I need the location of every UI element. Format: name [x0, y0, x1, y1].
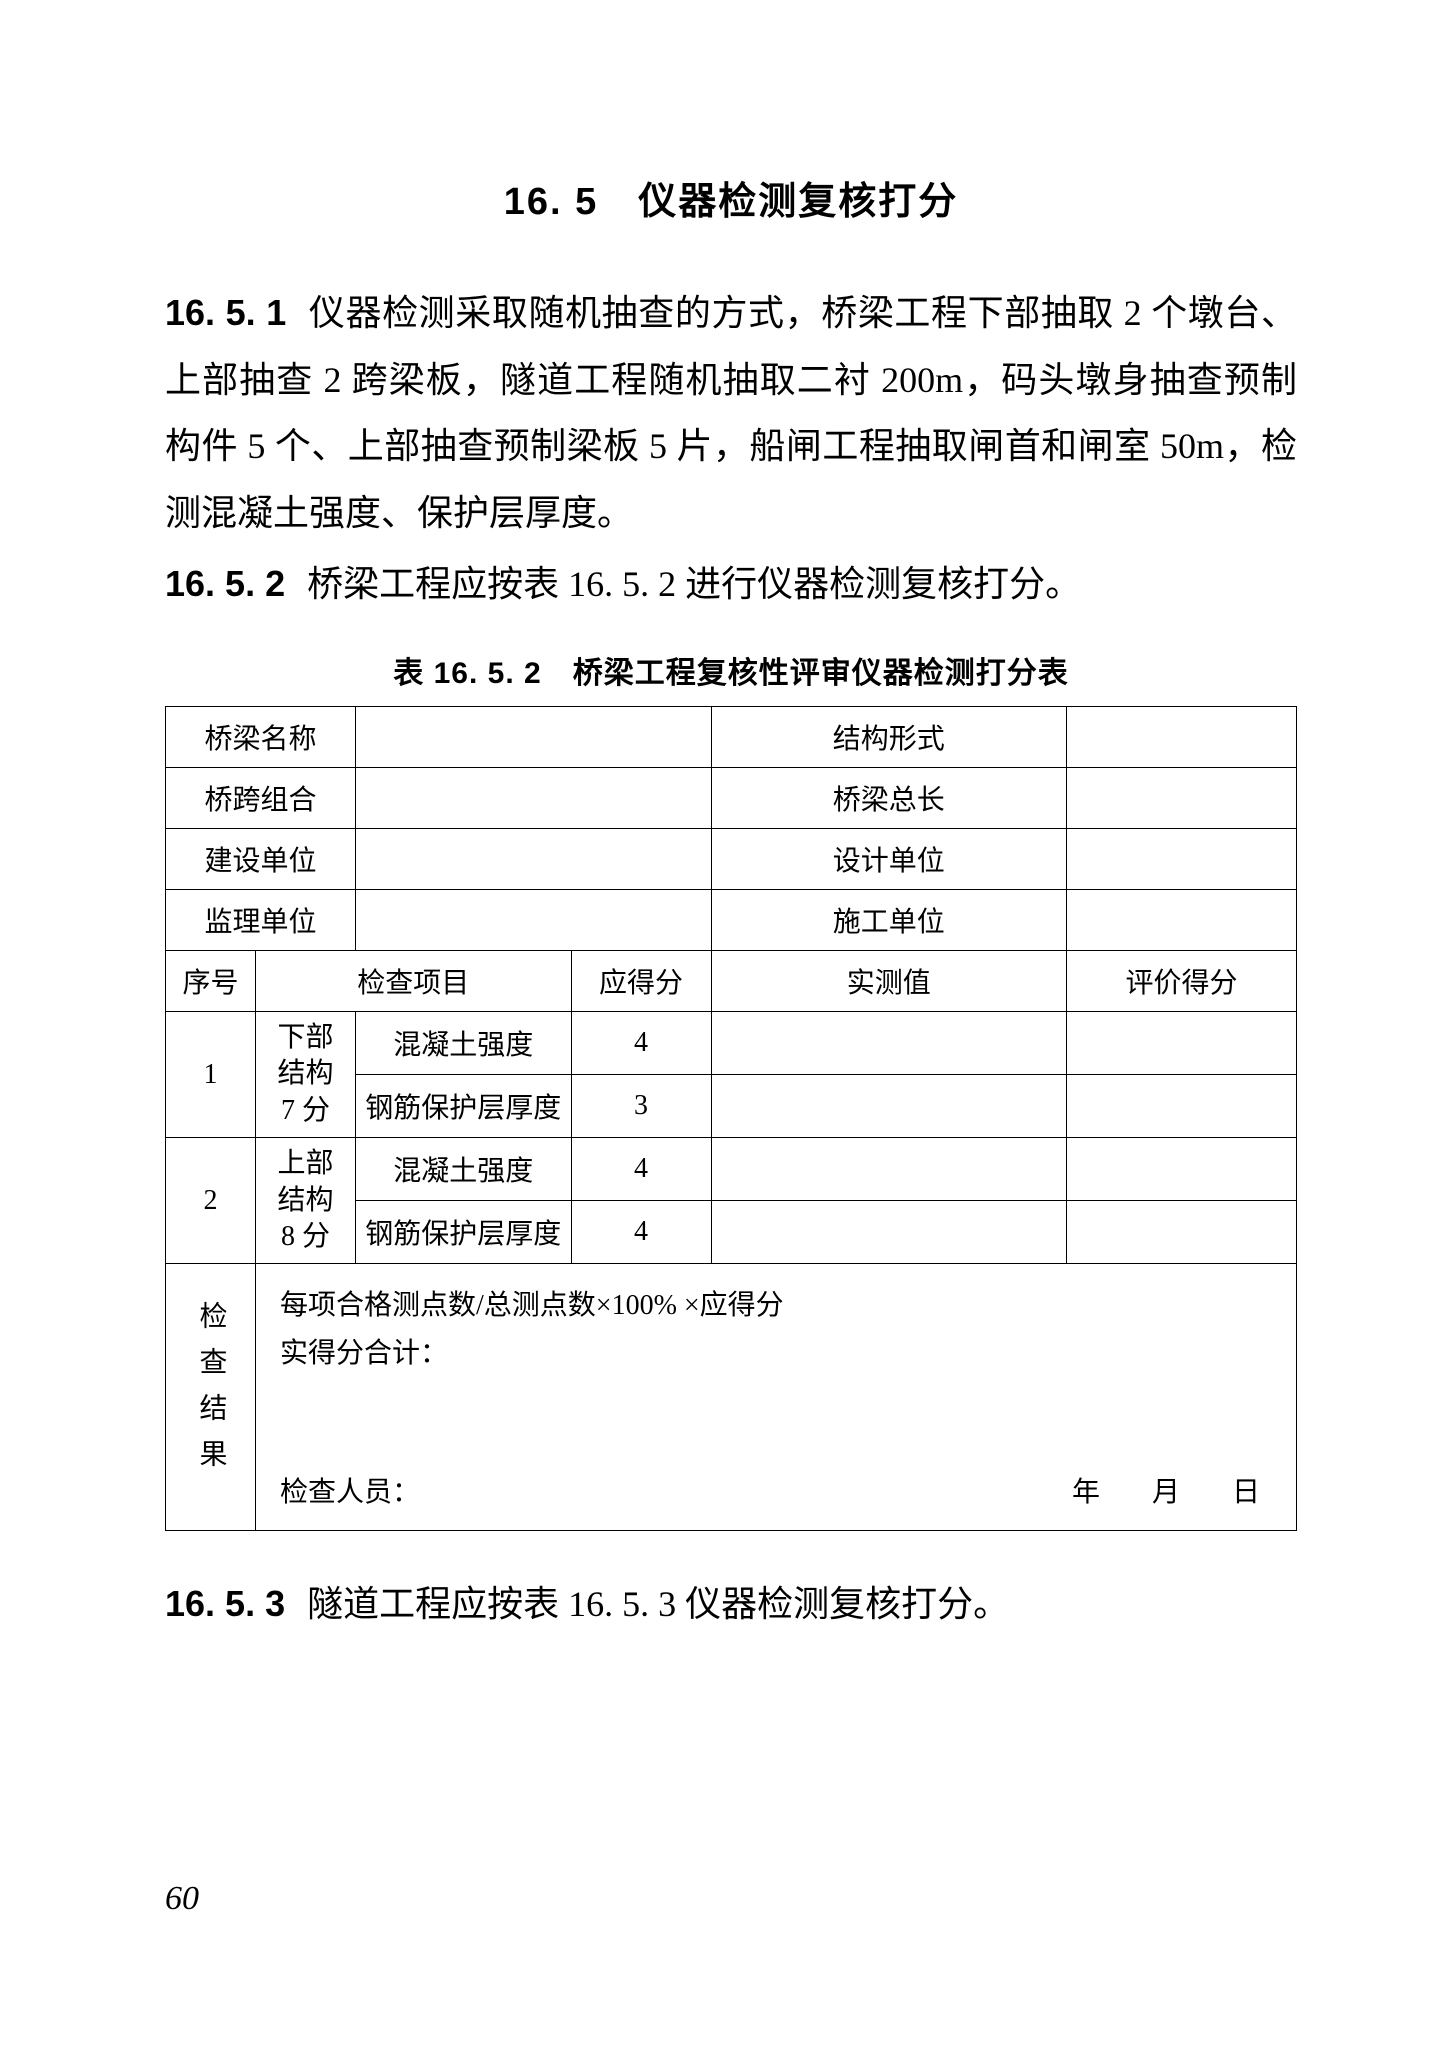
result-formula-line1: 每项合格测点数/总测点数×100% ×应得分: [280, 1290, 784, 1321]
info-label: 设计单位: [711, 828, 1067, 889]
para-number: 16. 5. 1: [165, 292, 286, 333]
page-number: 60: [165, 1880, 199, 1918]
info-row: 监理单位 施工单位: [166, 889, 1297, 950]
item-cell: 钢筋保护层厚度: [356, 1201, 572, 1264]
inspector-label: 检查人员：: [280, 1477, 420, 1508]
para-text: 桥梁工程应按表 16. 5. 2 进行仪器检测复核打分。: [307, 564, 1081, 604]
info-label: 桥跨组合: [166, 767, 356, 828]
info-label: 桥梁名称: [166, 706, 356, 767]
eval-cell: [1067, 1138, 1297, 1201]
info-value: [356, 889, 712, 950]
info-value: [356, 767, 712, 828]
eval-cell: [1067, 1011, 1297, 1074]
due-cell: 3: [571, 1075, 711, 1138]
result-content-cell: 每项合格测点数/总测点数×100% ×应得分 实得分合计： 检查人员： 年 月 …: [256, 1264, 1297, 1531]
info-value: [1067, 889, 1297, 950]
eval-cell: [1067, 1201, 1297, 1264]
measured-cell: [711, 1075, 1067, 1138]
info-label: 结构形式: [711, 706, 1067, 767]
info-label: 施工单位: [711, 889, 1067, 950]
info-label: 桥梁总长: [711, 767, 1067, 828]
result-formula-line2: 实得分合计：: [280, 1338, 448, 1369]
info-value: [356, 706, 712, 767]
item-cell: 混凝土强度: [356, 1138, 572, 1201]
due-cell: 4: [571, 1201, 711, 1264]
para-text: 隧道工程应按表 16. 5. 3 仪器检测复核打分。: [307, 1584, 1009, 1624]
info-row: 桥梁名称 结构形式: [166, 706, 1297, 767]
table-row: 2 上部 结构 8 分 混凝土强度 4: [166, 1138, 1297, 1201]
result-row: 检查结果 每项合格测点数/总测点数×100% ×应得分 实得分合计： 检查人员：…: [166, 1264, 1297, 1531]
para-number: 16. 5. 3: [165, 1583, 285, 1624]
section-number: 16. 5: [504, 181, 599, 223]
result-label-cell: 检查结果: [166, 1264, 256, 1531]
section-title: 16. 5 仪器检测复核打分: [165, 170, 1297, 225]
paragraph-16-5-3: 16. 5. 3 隧道工程应按表 16. 5. 3 仪器检测复核打分。: [165, 1571, 1297, 1638]
category-cell: 下部 结构 7 分: [256, 1011, 356, 1137]
item-cell: 钢筋保护层厚度: [356, 1075, 572, 1138]
info-value: [1067, 706, 1297, 767]
paragraph-16-5-1: 16. 5. 1仪器检测采取随机抽查的方式，桥梁工程下部抽取 2 个墩台、上部抽…: [165, 280, 1297, 546]
header-due: 应得分: [571, 950, 711, 1011]
document-page: 16. 5 仪器检测复核打分 16. 5. 1仪器检测采取随机抽查的方式，桥梁工…: [0, 0, 1447, 2048]
para-text: 仪器检测采取随机抽查的方式，桥梁工程下部抽取 2 个墩台、上部抽查 2 跨梁板，…: [165, 293, 1297, 533]
info-value: [356, 828, 712, 889]
scoring-table: 桥梁名称 结构形式 桥跨组合 桥梁总长 建设单位 设计单位 监理单位 施工单位 …: [165, 706, 1297, 1531]
info-value: [1067, 828, 1297, 889]
section-title-text: 仪器检测复核打分: [638, 181, 958, 223]
info-label: 建设单位: [166, 828, 356, 889]
header-measured: 实测值: [711, 950, 1067, 1011]
category-cell: 上部 结构 8 分: [256, 1138, 356, 1264]
measured-cell: [711, 1011, 1067, 1074]
header-row: 序号 检查项目 应得分 实测值 评价得分: [166, 950, 1297, 1011]
due-cell: 4: [571, 1138, 711, 1201]
table-caption: 表 16. 5. 2 桥梁工程复核性评审仪器检测打分表: [165, 648, 1297, 692]
eval-cell: [1067, 1075, 1297, 1138]
paragraph-16-5-2: 16. 5. 2 桥梁工程应按表 16. 5. 2 进行仪器检测复核打分。: [165, 551, 1297, 618]
seq-cell: 1: [166, 1011, 256, 1137]
info-row: 桥跨组合 桥梁总长: [166, 767, 1297, 828]
measured-cell: [711, 1201, 1067, 1264]
date-label: 年 月 日: [1072, 1470, 1272, 1510]
item-cell: 混凝土强度: [356, 1011, 572, 1074]
measured-cell: [711, 1138, 1067, 1201]
para-number: 16. 5. 2: [165, 563, 285, 604]
table-row: 1 下部 结构 7 分 混凝土强度 4: [166, 1011, 1297, 1074]
header-eval: 评价得分: [1067, 950, 1297, 1011]
info-row: 建设单位 设计单位: [166, 828, 1297, 889]
header-seq: 序号: [166, 950, 256, 1011]
due-cell: 4: [571, 1011, 711, 1074]
info-value: [1067, 767, 1297, 828]
seq-cell: 2: [166, 1138, 256, 1264]
info-label: 监理单位: [166, 889, 356, 950]
header-item: 检查项目: [256, 950, 572, 1011]
